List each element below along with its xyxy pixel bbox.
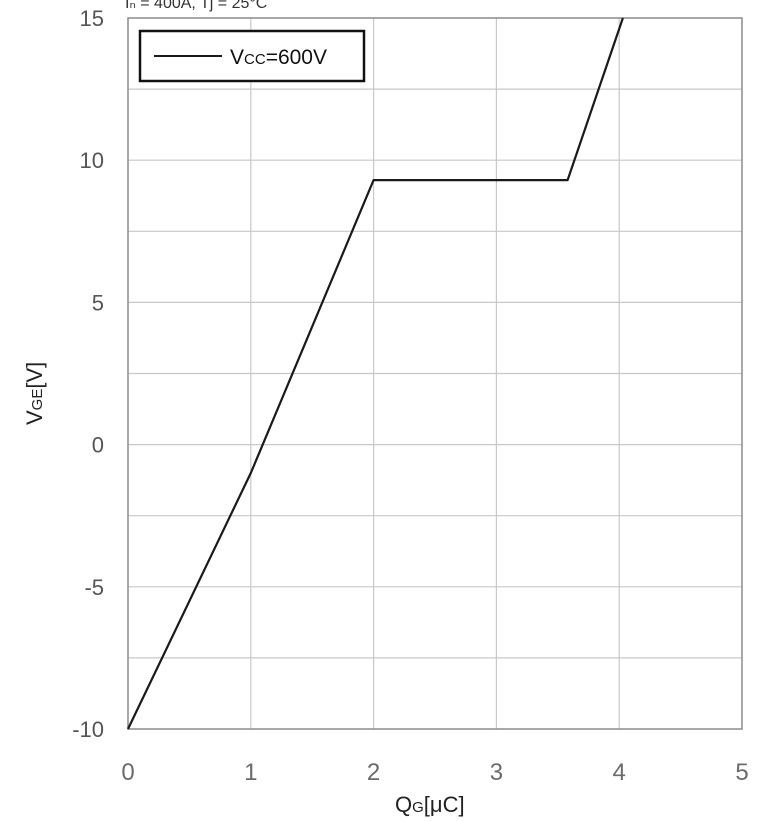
x-tick-label: 5 [735,759,748,786]
y-tick-label: 0 [92,433,104,458]
y-tick-label: -5 [84,575,104,600]
x-tick-label: 3 [490,759,503,786]
x-axis-title-unit: [μC] [424,792,465,817]
y-tick-label: 10 [80,148,104,173]
legend-label-main: V [230,46,244,69]
series-layer [127,17,624,730]
x-tick-label: 4 [613,759,626,786]
y-tick-label: 5 [92,290,104,315]
y-axis-title: VGE[V] [22,362,47,425]
series-line-vcc-600v [127,17,624,730]
x-tick-label: 0 [121,759,134,786]
y-tick-label: -10 [72,717,104,742]
x-tick-label: 2 [367,759,380,786]
x-axis-title-sub: G [412,799,424,816]
x-axis-title: QG[μC] [395,792,465,817]
y-axis-title-unit: [V] [22,362,47,389]
plot-frame [127,17,743,730]
y-tick-label: 15 [80,6,104,31]
x-axis-title-main: Q [395,792,412,817]
y-axis-title-sub: GE [29,389,46,411]
legend: VCC=600V [138,29,366,83]
legend-label: VCC=600V [230,46,327,69]
grid-lines [128,18,742,729]
y-axis-title-main: V [22,410,47,425]
legend-label-value: =600V [266,46,327,69]
tick-labels: 0 1 2 3 4 5 15 10 5 0 -5 -10 [72,6,748,786]
chart-caption-clipped: Iₙ = 400A, Tj = 25°C [125,0,267,12]
x-tick-label: 1 [244,759,257,786]
legend-label-sub: CC [244,51,266,68]
